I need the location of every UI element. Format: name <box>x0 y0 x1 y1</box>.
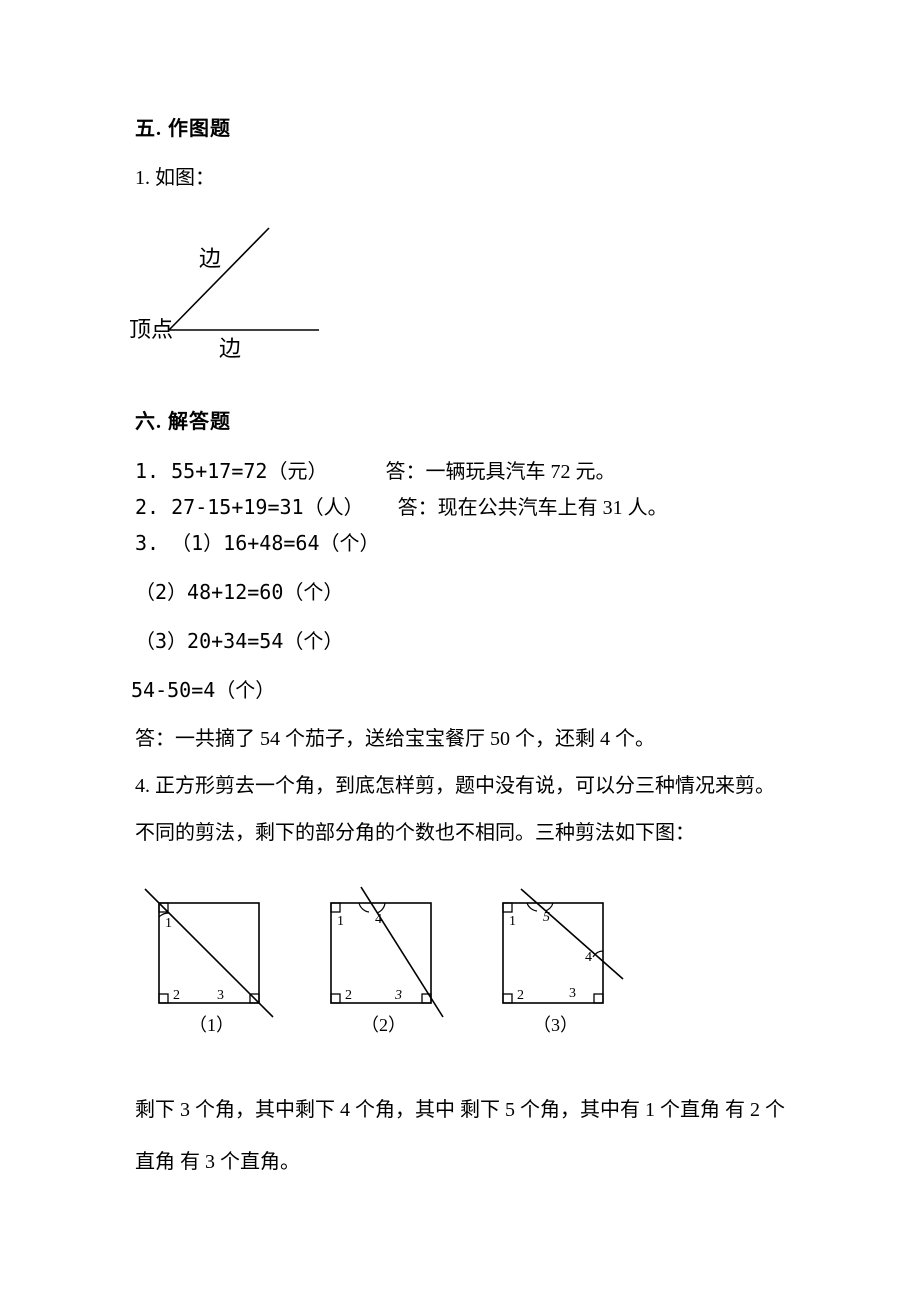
section-6-heading: 六. 解答题 <box>135 405 790 434</box>
side-label-2: 边 <box>219 336 241 361</box>
q6-2-answer: 答：现在公共汽车上有 31 人。 <box>398 497 668 519</box>
q6-3-line1: 3. （1）16+48=64（个） <box>135 528 790 559</box>
svg-text:3: 3 <box>569 986 576 1001</box>
svg-text:1: 1 <box>337 914 344 929</box>
svg-text:（2）: （2） <box>361 1015 406 1035</box>
q5-1-label: 1. 如图： <box>135 163 790 194</box>
svg-text:2: 2 <box>345 988 352 1003</box>
q6-3-line2: （2）48+12=60（个） <box>135 577 790 608</box>
svg-text:4: 4 <box>375 912 382 927</box>
side-label-1: 边 <box>199 246 221 271</box>
q6-4-conclusion: 剩下 3 个角，其中剩下 4 个角，其中 剩下 5 个角，其中有 1 个直角 有… <box>135 1084 790 1188</box>
q6-4-text: 4. 正方形剪去一个角，到底怎样剪，题中没有说，可以分三种情况来剪。不同的剪法，… <box>135 763 790 857</box>
q6-3-line3: （3）20+34=54（个） <box>135 626 790 657</box>
panel-2: 1 4 2 3 （2） <box>331 887 443 1035</box>
q6-3-line4: 54-50=4（个） <box>131 675 790 706</box>
q6-2-expr: 2. 27-15+19=31（人） <box>135 495 364 519</box>
answers-block: 1. 55+17=72（元） 答：一辆玩具汽车 72 元。 2. 27-15+1… <box>135 456 790 559</box>
svg-text:1: 1 <box>165 916 172 931</box>
section-5-heading: 五. 作图题 <box>135 112 790 141</box>
svg-text:1: 1 <box>509 914 516 929</box>
q6-1-answer: 答：一辆玩具汽车 72 元。 <box>385 461 615 483</box>
svg-text:4: 4 <box>585 950 592 965</box>
cut-squares-figure: 1 2 3 （1） 1 4 2 3 （2） <box>139 883 790 1058</box>
q6-3-answer: 答：一共摘了 54 个茄子，送给宝宝餐厅 50 个，还剩 4 个。 <box>135 724 790 755</box>
vertex-label: 顶点 <box>129 317 173 342</box>
svg-text:（1）: （1） <box>189 1015 234 1035</box>
svg-text:2: 2 <box>173 988 180 1003</box>
panel-3: 1 5 4 2 3 （3） <box>503 889 623 1035</box>
svg-text:5: 5 <box>543 910 550 925</box>
svg-text:3: 3 <box>217 988 224 1003</box>
svg-text:2: 2 <box>517 988 524 1003</box>
svg-text:（3）: （3） <box>533 1015 578 1035</box>
svg-text:3: 3 <box>394 988 402 1003</box>
angle-diagram: 顶点 边 边 <box>129 210 790 375</box>
q6-1-expr: 1. 55+17=72（元） <box>135 459 327 483</box>
panel-1: 1 2 3 （1） <box>145 889 273 1035</box>
